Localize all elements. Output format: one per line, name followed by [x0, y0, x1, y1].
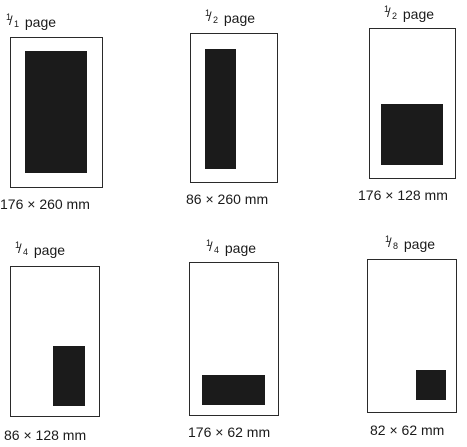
page-outline [189, 262, 279, 416]
fraction-denominator: 1 [14, 19, 20, 29]
page-outline [10, 37, 103, 188]
fraction: 1 / 2 [205, 8, 219, 25]
ad-title: 1 / 4 page [15, 240, 66, 258]
ad-dimensions: 86 × 128 mm [4, 427, 87, 443]
fraction-denominator: 4 [214, 245, 220, 255]
fraction-numerator: 1 [15, 240, 21, 250]
page-outline [10, 266, 100, 417]
ad-area [416, 370, 446, 400]
fraction-denominator: 2 [213, 15, 219, 25]
fraction-denominator: 8 [393, 241, 399, 251]
fraction-denominator: 2 [392, 11, 398, 21]
ad-title-label: page [220, 10, 256, 26]
fraction: 1 / 4 [206, 238, 220, 255]
fraction: 1 / 2 [384, 4, 398, 21]
ad-title: 1 / 4 page [206, 238, 257, 256]
ad-title-label: page [30, 242, 66, 258]
ad-title-label: page [399, 6, 435, 22]
ad-title-label: page [400, 236, 436, 252]
ad-area [202, 375, 265, 405]
fraction-numerator: 1 [6, 12, 12, 22]
page-outline [369, 28, 456, 179]
fraction-numerator: 1 [384, 4, 390, 14]
ad-dimensions: 86 × 260 mm [186, 191, 269, 207]
ad-title: 1 / 2 page [205, 8, 256, 26]
ad-title: 1 / 8 page [385, 234, 436, 252]
fraction: 1 / 8 [385, 234, 399, 251]
ad-dimensions: 82 × 62 mm [370, 422, 445, 438]
fraction-numerator: 1 [205, 8, 211, 18]
fraction: 1 / 1 [6, 12, 20, 29]
fraction-numerator: 1 [206, 238, 212, 248]
fraction-numerator: 1 [385, 234, 391, 244]
ad-area [381, 104, 443, 165]
fraction-denominator: 4 [23, 247, 29, 257]
ad-title-label: page [21, 14, 57, 30]
ad-title-label: page [221, 240, 257, 256]
ad-area [205, 49, 236, 169]
ad-area [25, 51, 87, 173]
ad-area [53, 346, 85, 406]
page-outline [190, 33, 278, 183]
page-outline [367, 259, 457, 413]
fraction: 1 / 4 [15, 240, 29, 257]
ad-dimensions: 176 × 62 mm [188, 424, 271, 440]
ad-title: 1 / 1 page [6, 12, 57, 30]
ad-dimensions: 176 × 128 mm [358, 187, 448, 203]
ad-title: 1 / 2 page [384, 4, 435, 22]
ad-dimensions: 176 × 260 mm [0, 196, 90, 212]
